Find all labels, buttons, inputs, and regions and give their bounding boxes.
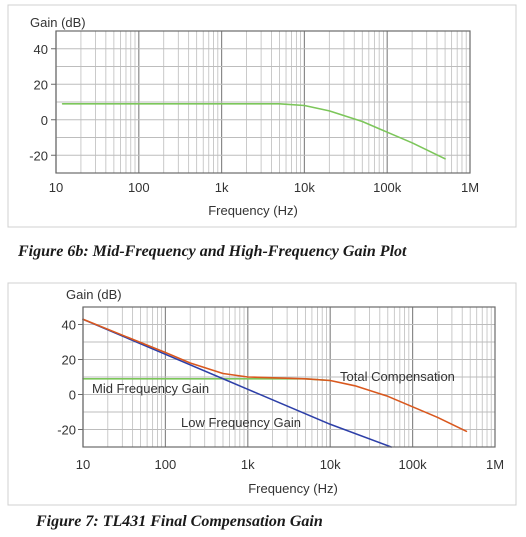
figure-6b-plot-frame	[55, 30, 471, 174]
x-tick-label: 1M	[486, 457, 504, 472]
figure-6b-x-axis-label: Frequency (Hz)	[208, 203, 298, 218]
chart-figure-6b: 40 20 0 -20 10 100 1k 10k 100k 1M Gain (dB) Freq…	[7, 4, 517, 228]
chart-figure-7: 40 20 0 -20 10 100 1k 10k 100k 1M Gain (dB) Freq…	[7, 282, 517, 506]
figure-7-caption: Figure 7: TL431 Final Compensation Gain	[35, 513, 323, 530]
series-line-total-compensation	[82, 318, 468, 433]
y-tick-label: -20	[57, 423, 76, 438]
figure-7-series	[82, 318, 468, 448]
x-tick-label: 1M	[461, 180, 479, 195]
x-tick-label: 100k	[373, 180, 402, 195]
annotation-low-frequency-gain: Low Frequency Gain	[181, 415, 301, 430]
x-tick-label: 10	[49, 180, 63, 195]
figure-6b-caption: Figure 6b: Mid-Frequency and High-Freque…	[17, 243, 407, 260]
annotation-mid-frequency-gain: Mid Frequency Gain	[92, 381, 209, 396]
y-tick-label: 20	[62, 353, 76, 368]
x-tick-label: 10k	[294, 180, 315, 195]
annotation-total-compensation: Total Compensation	[340, 369, 455, 384]
series-line-gain-0	[61, 103, 446, 160]
y-tick-label: 20	[34, 77, 48, 92]
figure-6b-border	[7, 4, 517, 228]
y-tick-label: -20	[29, 148, 48, 163]
y-tick-label: 40	[34, 42, 48, 57]
y-tick-label: 40	[62, 318, 76, 333]
figure-7-y-axis-label: Gain (dB)	[66, 287, 122, 302]
figure-7-x-axis-label: Frequency (Hz)	[248, 481, 338, 496]
figure-7-y-ticks: 40 20 0 -20	[57, 318, 83, 438]
figure-6b-y-ticks: 40 20 0 -20	[29, 42, 56, 163]
x-tick-label: 1k	[241, 457, 255, 472]
figure-7-x-ticks: 10 100 1k 10k 100k 1M	[76, 457, 504, 472]
x-tick-label: 100k	[398, 457, 427, 472]
x-tick-label: 10	[76, 457, 90, 472]
x-tick-label: 1k	[215, 180, 229, 195]
x-tick-label: 10k	[320, 457, 341, 472]
figure-7-border	[7, 282, 517, 506]
y-tick-label: 0	[69, 388, 76, 403]
y-tick-label: 0	[41, 113, 48, 128]
figure-7-plot-frame	[82, 306, 496, 448]
x-tick-label: 100	[155, 457, 177, 472]
series-line-low-frequency-gain	[82, 318, 392, 448]
figure-6b-x-ticks: 10 100 1k 10k 100k 1M	[49, 180, 479, 195]
x-tick-label: 100	[128, 180, 150, 195]
figure-6b-series	[61, 103, 446, 160]
figure-6b-y-axis-label: Gain (dB)	[30, 15, 86, 30]
